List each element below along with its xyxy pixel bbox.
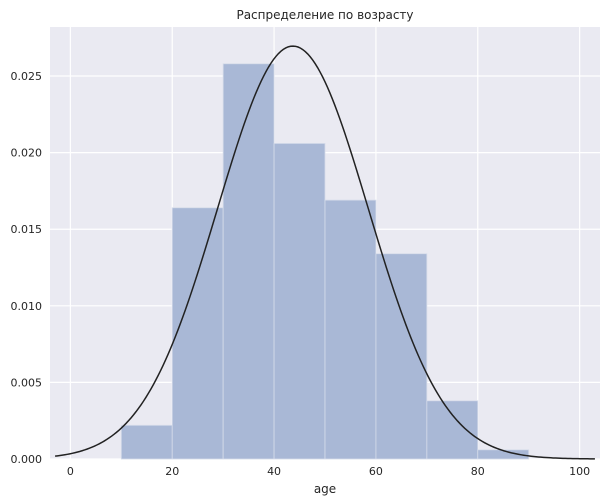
x-tick-label: 100 [569, 465, 590, 478]
y-tick-label: 0.000 [11, 453, 43, 466]
y-tick-label: 0.010 [11, 300, 43, 313]
x-tick-label: 80 [471, 465, 485, 478]
x-tick-label: 40 [267, 465, 281, 478]
x-tick-label: 60 [369, 465, 383, 478]
histogram-bars [120, 63, 530, 460]
x-tick-label: 20 [165, 465, 179, 478]
chart-title: Распределение по возрасту [236, 8, 413, 22]
y-tick-label: 0.015 [11, 223, 43, 236]
y-tick-label: 0.005 [11, 376, 43, 389]
histogram-bar [222, 63, 275, 460]
y-tick-label: 0.020 [11, 147, 43, 160]
x-tick-label: 0 [67, 465, 74, 478]
fit-curve-line [54, 45, 595, 460]
axis-ticks: 0 20 40 60 80 100 0.000 0.005 0.010 0.015 0.020 0.0… [11, 70, 591, 478]
normal-fit-curve [54, 45, 595, 460]
x-axis-label: age [314, 482, 336, 496]
y-tick-label: 0.025 [11, 70, 43, 83]
histogram-bar [120, 424, 173, 460]
histogram-bar [171, 207, 224, 460]
histogram-bar [324, 199, 377, 460]
histogram-bar [273, 143, 326, 460]
histogram-bar [426, 400, 479, 460]
